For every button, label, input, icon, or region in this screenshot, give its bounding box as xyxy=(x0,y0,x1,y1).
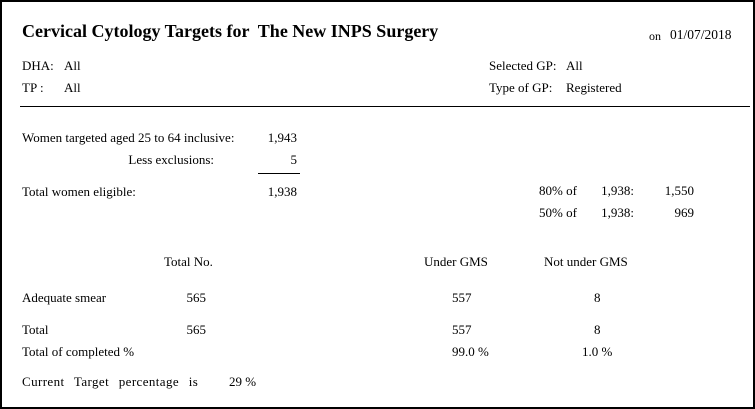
type-of-gp-value: Registered xyxy=(566,80,622,95)
pct50-result: 969 xyxy=(674,205,695,220)
less-exclusions-value: 5 xyxy=(290,152,298,167)
pct80-result: 1,550 xyxy=(664,183,694,198)
current-target-label: Current Target percentage is xyxy=(22,374,199,389)
tp-label: TP : xyxy=(22,80,44,95)
report-title: Cervical Cytology Targets for The New IN… xyxy=(22,21,439,41)
pct80-label: 80% of xyxy=(539,183,577,198)
pct50-of-value: 1,938: xyxy=(601,205,634,220)
row-completed-pct-not-under-gms: 1.0 % xyxy=(582,344,613,359)
row-adequate-smear-not-under-gms: 8 xyxy=(594,290,601,305)
column-header-total-no: Total No. xyxy=(164,254,213,269)
column-header-not-under-gms: Not under GMS xyxy=(544,254,628,269)
row-total-under-gms: 557 xyxy=(452,322,472,337)
women-targeted-label: Women targeted aged 25 to 64 inclusive: xyxy=(22,130,235,145)
women-targeted-value: 1,943 xyxy=(267,130,297,145)
column-header-under-gms: Under GMS xyxy=(424,254,488,269)
row-total-total: 565 xyxy=(186,322,207,337)
total-eligible-value: 1,938 xyxy=(267,184,297,199)
row-completed-pct-label: Total of completed % xyxy=(22,344,135,359)
total-eligible-label: Total women eligible: xyxy=(22,184,136,199)
pct80-of-value: 1,938: xyxy=(601,183,634,198)
subtotal-line xyxy=(258,173,300,174)
row-adequate-smear-total: 565 xyxy=(186,290,207,305)
dha-value: All xyxy=(64,58,81,73)
dha-label: DHA: xyxy=(22,58,54,73)
row-completed-pct-under-gms: 99.0 % xyxy=(452,344,489,359)
row-adequate-smear-label: Adequate smear xyxy=(22,290,107,305)
pct50-label: 50% of xyxy=(539,205,577,220)
row-adequate-smear-under-gms: 557 xyxy=(452,290,472,305)
tp-value: All xyxy=(64,80,81,95)
row-total-not-under-gms: 8 xyxy=(594,322,601,337)
current-target-value: 29 % xyxy=(229,374,257,389)
selected-gp-value: All xyxy=(566,58,583,73)
row-total-label: Total xyxy=(22,322,49,337)
selected-gp-label: Selected GP: xyxy=(489,58,557,73)
report-date: 01/07/2018 xyxy=(670,27,732,42)
type-of-gp-label: Type of GP: xyxy=(489,80,553,95)
less-exclusions-label: Less exclusions: xyxy=(128,152,214,167)
report-date-on-label: on xyxy=(649,29,661,43)
header-divider xyxy=(20,106,750,107)
